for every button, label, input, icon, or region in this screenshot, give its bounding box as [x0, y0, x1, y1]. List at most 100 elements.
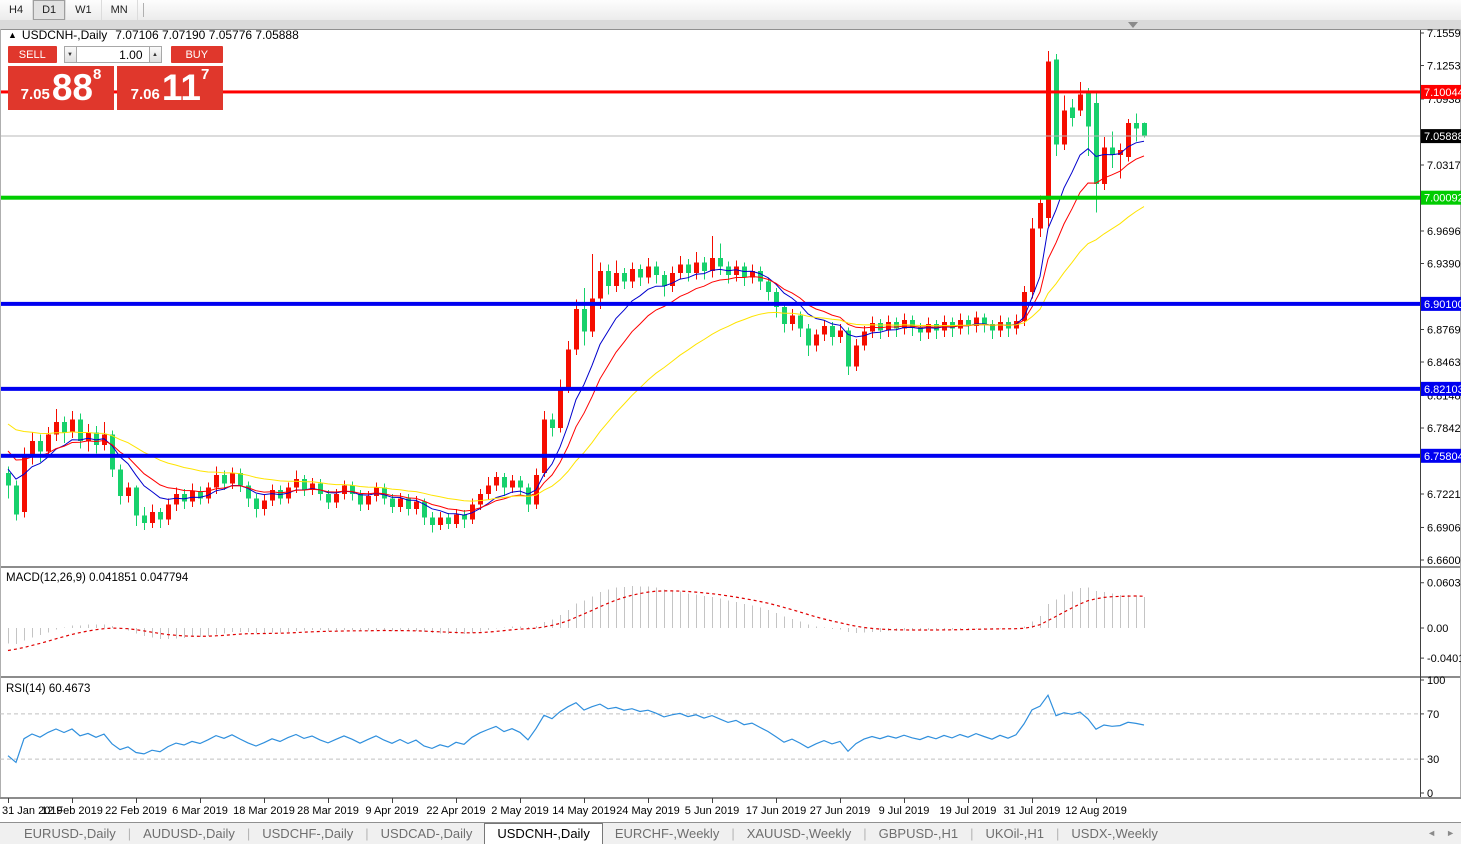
chart-window: 7.155907.125307.093807.031706.969606.939…	[0, 20, 1461, 822]
symbol-tab-gbpusd-h1[interactable]: GBPUSD-,H1	[878, 826, 959, 841]
candle	[1142, 123, 1147, 137]
candle	[366, 496, 371, 505]
candle	[742, 266, 747, 278]
price-level-badge	[1421, 296, 1461, 311]
candle	[678, 264, 683, 274]
candle	[638, 268, 643, 278]
symbol-tab-eurchf-weekly[interactable]: EURCHF-,Weekly	[614, 826, 720, 841]
macd-axis-label: 0.00	[1427, 623, 1448, 635]
symbol-tab-bar: EURUSD-,Daily | AUDUSD-,Daily | USDCHF-,Dail…	[0, 822, 1461, 844]
rsi-axis-label: 70	[1427, 709, 1439, 721]
symbol-tab-audusd-daily[interactable]: AUDUSD-,Daily	[143, 826, 235, 841]
candle	[1062, 110, 1067, 145]
candle	[94, 432, 99, 446]
chart-scroll-strip[interactable]	[0, 20, 1461, 29]
symbol-tab-xauusd-weekly[interactable]: XAUUSD-,Weekly	[746, 826, 852, 841]
candle	[1110, 147, 1115, 156]
timeframe-button-d1[interactable]: D1	[33, 0, 67, 20]
sell-button[interactable]: SELL	[8, 46, 57, 63]
volume-stepper: ▼ ▲	[63, 46, 162, 63]
volume-increase-icon[interactable]: ▲	[148, 46, 162, 63]
candle	[158, 512, 163, 520]
buy-price-pip: 7	[200, 65, 210, 83]
candle	[662, 275, 667, 286]
candle	[334, 494, 339, 503]
symbol-tab-usdcnh-daily[interactable]: USDCNH-,Daily	[484, 822, 603, 844]
price-axis-label: 6.72210	[1427, 489, 1461, 501]
volume-input[interactable]	[76, 46, 149, 63]
macd-axis-label: -0.040136	[1427, 653, 1461, 665]
candle	[654, 266, 659, 276]
tabs-scroll-left-icon[interactable]: ◄	[1427, 828, 1437, 838]
candle	[1102, 147, 1107, 184]
candle	[782, 307, 787, 325]
chart-symbol-label: USDCNH-,Daily	[21, 28, 108, 42]
buy-price-prefix: 7.06	[130, 85, 160, 103]
candle	[1094, 103, 1099, 184]
buy-button[interactable]: BUY	[170, 46, 223, 63]
candle	[326, 494, 331, 503]
chart-canvas[interactable]: 7.155907.125307.093807.031706.969606.939…	[0, 20, 1461, 822]
symbol-tab-eurusd-daily[interactable]: EURUSD-,Daily	[24, 826, 116, 841]
candle	[766, 281, 771, 293]
candle	[862, 331, 867, 346]
horizontal-level-line[interactable]	[0, 453, 1420, 458]
candle	[270, 489, 275, 501]
candle	[54, 421, 59, 435]
tab-separator: |	[863, 826, 867, 841]
timeframe-button-h4[interactable]: H4	[0, 0, 34, 20]
horizontal-level-line[interactable]	[0, 386, 1420, 391]
candle	[462, 514, 467, 520]
sell-price-pip: 8	[93, 65, 102, 83]
panel-separator	[0, 797, 1461, 799]
candle	[822, 326, 827, 335]
symbol-tab-ukoil-h1[interactable]: UKOil-,H1	[985, 826, 1044, 841]
price-level-badge	[1421, 448, 1461, 463]
candle	[406, 498, 411, 509]
candle	[438, 517, 443, 525]
chart-shift-marker-icon[interactable]	[1128, 22, 1138, 28]
sell-price-box[interactable]: 7.05 88 8	[8, 66, 114, 110]
volume-decrease-icon[interactable]: ▼	[63, 46, 77, 63]
symbol-tab-usdx-weekly[interactable]: USDX-,Weekly	[1071, 826, 1158, 841]
tab-separator: |	[127, 826, 132, 841]
date-axis-label: 28 Mar 2019	[297, 805, 359, 817]
candle	[430, 517, 435, 525]
price-level-badge	[1421, 129, 1461, 144]
symbol-tab-usdcad-daily[interactable]: USDCAD-,Daily	[380, 826, 473, 841]
horizontal-level-line[interactable]	[0, 90, 1420, 94]
candle	[294, 479, 299, 488]
sell-price-prefix: 7.05	[20, 85, 50, 103]
candle	[734, 266, 739, 276]
candle	[6, 472, 11, 486]
candle	[374, 487, 379, 497]
candle	[750, 270, 755, 278]
candle	[30, 440, 35, 457]
tabs-scroll-right-icon[interactable]: ►	[1446, 828, 1455, 838]
horizontal-level-line[interactable]	[0, 301, 1420, 306]
ma-line-13	[7, 155, 1145, 512]
candle	[774, 292, 779, 308]
chart-title: ▲ USDCNH-,Daily 7.07106 7.07190 7.05776 7.…	[8, 28, 299, 42]
candle	[814, 334, 819, 346]
candle	[222, 474, 227, 484]
ma-line-30	[7, 206, 1145, 502]
buy-price-box[interactable]: 7.06 11 7	[117, 66, 223, 110]
candle	[710, 258, 715, 271]
price-level-badge-label: 6.82103	[1424, 384, 1461, 396]
candle	[206, 487, 211, 499]
chart-collapse-arrow-icon[interactable]: ▲	[8, 30, 17, 40]
candle	[966, 319, 971, 327]
candle	[502, 477, 507, 488]
symbol-tab-usdchf-daily[interactable]: USDCHF-,Daily	[262, 826, 354, 841]
timeframe-button-mn[interactable]: MN	[102, 0, 138, 20]
candle	[238, 472, 243, 486]
horizontal-level-line[interactable]	[0, 195, 1420, 200]
rsi-line	[7, 693, 1145, 764]
candle	[398, 498, 403, 507]
timeframe-button-w1[interactable]: W1	[66, 0, 102, 20]
candle	[518, 480, 523, 488]
buy-price-big: 11	[161, 67, 201, 108]
candle	[478, 494, 483, 505]
panel-separator	[0, 676, 1461, 678]
